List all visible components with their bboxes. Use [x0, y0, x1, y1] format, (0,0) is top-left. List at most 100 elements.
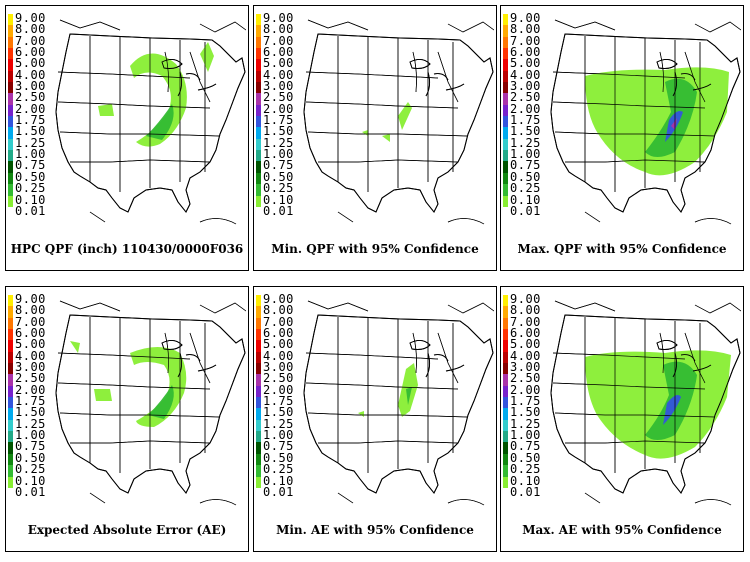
legend-swatch — [503, 374, 508, 386]
legend-swatch — [8, 104, 13, 117]
legend-swatch — [256, 59, 261, 71]
legend-value: 6.00 — [510, 45, 541, 60]
legend-entry: 0.50 — [256, 452, 301, 466]
legend-entry: 1.00 — [256, 148, 301, 162]
legend-swatch — [503, 25, 508, 37]
legend-swatch — [8, 116, 13, 128]
great-lakes — [656, 340, 712, 378]
legend-value: 0.50 — [510, 169, 541, 184]
panel-caption: Max. AE with 95% Confidence — [522, 523, 722, 537]
legend-entry: 0.50 — [8, 452, 53, 466]
precip-area — [130, 347, 187, 427]
legend-swatch — [8, 14, 13, 26]
legend-entry: 6.00 — [256, 326, 301, 341]
legend-swatch — [503, 431, 508, 443]
legend-swatch — [256, 363, 261, 375]
legend-swatch — [503, 82, 508, 94]
legend-swatch — [256, 419, 261, 432]
legend-swatch — [8, 161, 13, 173]
legend-entry: 0.75 — [8, 159, 53, 173]
legend-entry: 0.75 — [256, 440, 301, 454]
legend-value: 4.00 — [263, 67, 294, 82]
legend-swatch — [256, 150, 261, 162]
precip-area — [98, 104, 114, 116]
legend-entry: 1.25 — [256, 418, 301, 432]
legend-swatch — [8, 206, 13, 219]
legend-entry: 6.00 — [503, 45, 548, 60]
legend-swatch — [256, 14, 261, 26]
legend-value: 1.75 — [15, 113, 46, 128]
legend-entry: 7.00 — [8, 35, 53, 49]
legend-swatch — [256, 385, 261, 398]
us-map — [303, 19, 494, 225]
us-outline — [303, 33, 494, 213]
legend-value: 3.00 — [263, 79, 294, 94]
legend-entry: 6.00 — [8, 326, 53, 341]
legend-value: 1.50 — [263, 405, 294, 420]
legend-value: 2.50 — [15, 371, 46, 386]
legend-entry: 6.00 — [256, 46, 301, 60]
legend-value: 0.01 — [263, 203, 294, 218]
legend-entry: 0.10 — [256, 194, 301, 207]
legend-entry: 1.50 — [503, 125, 548, 139]
legend-swatch — [8, 172, 13, 185]
legend-entry: 4.00 — [503, 69, 548, 83]
legend-swatch — [8, 476, 13, 488]
legend-entry: 1.25 — [503, 137, 548, 151]
legend-value: 3.00 — [510, 79, 541, 94]
legend-swatch — [503, 476, 508, 488]
legend-entry: 0.75 — [256, 159, 301, 173]
legend-value: 1.25 — [15, 416, 46, 431]
legend-value: 8.00 — [15, 303, 46, 318]
color-legend: 9.00 8.00 7.00 6.00 5.00 4.00 3.00 2.50 2.00 1.75… — [256, 12, 301, 219]
canada-mexico-coast — [307, 300, 494, 506]
legend-swatch — [256, 25, 261, 37]
legend-entry: 1.00 — [256, 429, 301, 443]
precip-area — [148, 385, 174, 419]
legend-value: 2.50 — [510, 371, 541, 386]
legend-swatch — [503, 36, 508, 49]
legend-entry: 9.00 — [256, 12, 301, 26]
great-lakes — [656, 59, 712, 97]
legend-entry: 8.00 — [256, 304, 301, 318]
legend-swatch — [8, 329, 13, 341]
legend-entry: 0.75 — [503, 159, 548, 173]
legend-swatch — [8, 465, 13, 477]
legend-value: 6.00 — [15, 326, 46, 341]
legend-value: 0.25 — [510, 462, 541, 477]
legend-swatch — [503, 306, 508, 318]
legend-entry: 0.25 — [8, 463, 53, 477]
precip-area — [200, 42, 214, 72]
legend-swatch — [256, 442, 261, 454]
legend-swatch — [256, 93, 261, 105]
legend-value: 2.50 — [15, 90, 46, 105]
legend-entry: 0.25 — [256, 463, 301, 477]
legend-value: 1.75 — [263, 394, 294, 409]
legend-entry: 1.25 — [256, 137, 301, 151]
legend-entry: 9.00 — [503, 293, 548, 307]
legend-swatch — [8, 82, 13, 94]
legend-value: 1.75 — [15, 394, 46, 409]
legend-entry: 4.00 — [503, 350, 548, 364]
us-outline — [55, 314, 246, 494]
legend-entry: 1.50 — [256, 125, 301, 139]
legend-value: 7.00 — [510, 314, 541, 329]
legend-value: 6.00 — [263, 326, 294, 341]
legend-swatch — [256, 116, 261, 128]
legend-value: 0.01 — [15, 484, 46, 499]
legend-value: 3.00 — [510, 360, 541, 375]
legend-swatch — [256, 127, 261, 139]
legend-swatch — [503, 419, 508, 432]
legend-entry: 1.50 — [8, 125, 53, 139]
legend-entry: 0.25 — [503, 462, 548, 477]
legend-entry: 3.00 — [256, 361, 301, 375]
us-outline — [55, 33, 246, 213]
legend-value: 7.00 — [263, 33, 294, 48]
great-lakes — [161, 59, 217, 97]
legend-swatch — [503, 295, 508, 307]
legend-entry: 2.50 — [256, 91, 301, 105]
legend-value: 0.25 — [510, 181, 541, 196]
legend-swatch — [503, 93, 508, 105]
legend-swatch — [8, 431, 13, 443]
legend-value: 1.00 — [510, 428, 541, 443]
